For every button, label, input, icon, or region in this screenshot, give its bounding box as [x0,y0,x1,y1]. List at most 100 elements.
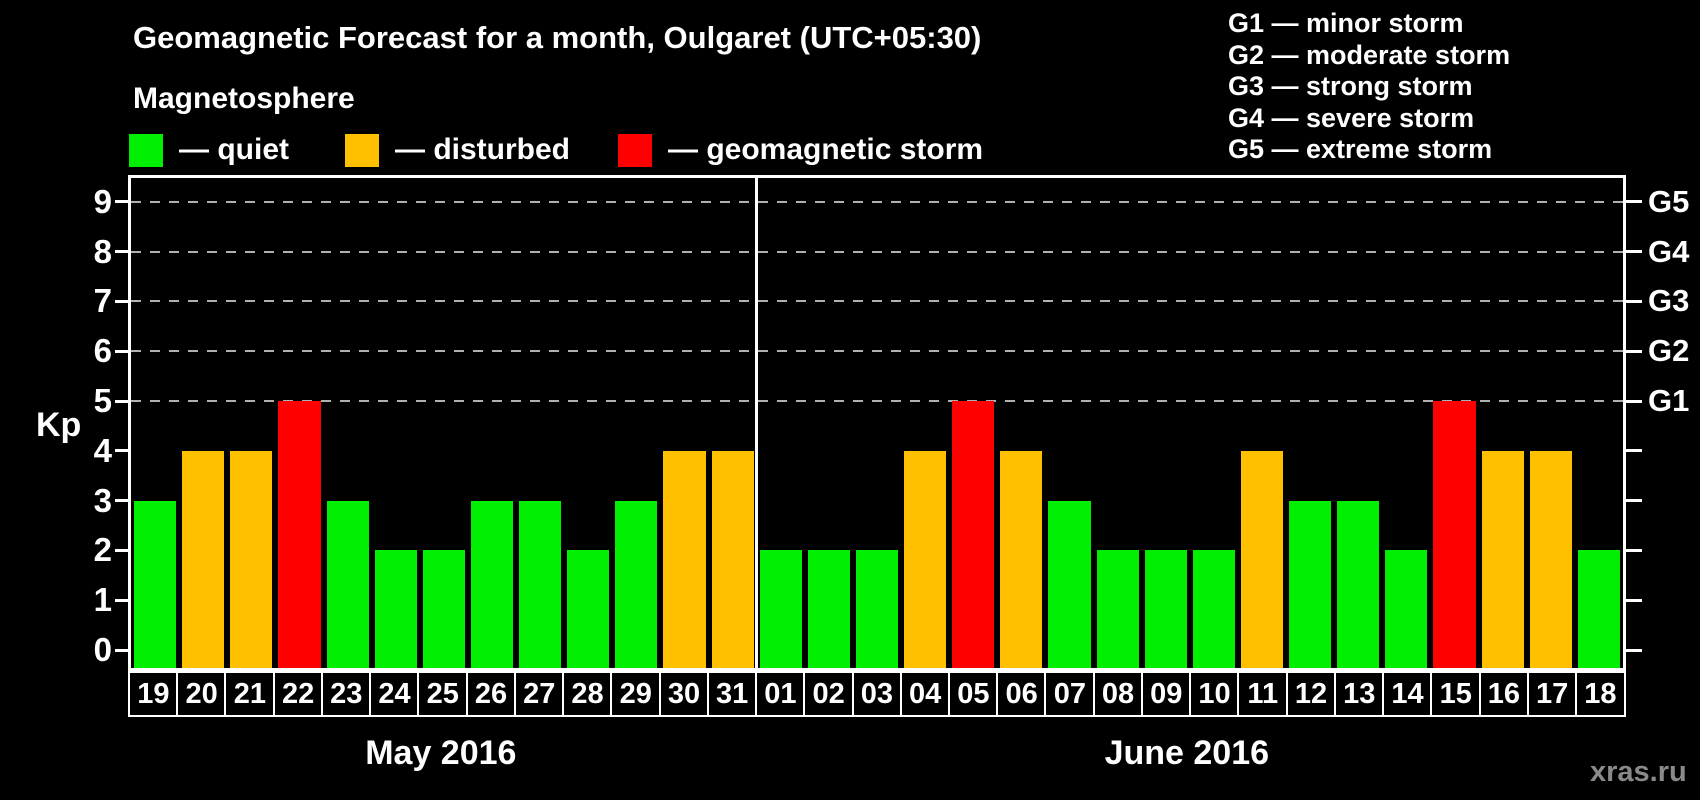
kp-bar-17 [1529,450,1572,668]
date-axis-row: 19 20 21 22 23 24 25 26 27 28 29 30 31 01 02 03 04 05 06 07… [128,671,1626,717]
kp-bar-02 [807,550,850,668]
right-tick-kp7 [1626,299,1642,303]
storm-scale-g3: G3 — strong storm [1228,71,1473,101]
date-cell-03: 03 [851,671,903,717]
right-tick-kp0 [1626,648,1642,652]
left-tick-kp0 [115,648,131,652]
kp-bar-22 [278,401,321,668]
y-axis-tick-label-2: 2 [93,531,112,569]
left-tick-kp4 [115,449,131,453]
page-title: Geomagnetic Forecast for a month, Oulgar… [133,20,982,55]
gridline-kp6 [131,350,1623,353]
kp-bar-29 [615,500,658,668]
date-cell-07: 07 [1044,671,1096,717]
kp-bar-20 [182,450,225,668]
legend-item-quiet: — quiet [129,133,289,167]
right-tick-kp6 [1626,349,1642,353]
month-divider [755,178,759,668]
date-cell-25: 25 [417,671,469,717]
right-axis-label-g2: G2 [1648,333,1690,369]
kp-bar-09 [1144,550,1187,668]
kp-bar-18 [1577,550,1620,668]
legend-item-disturbed: — disturbed [345,133,570,167]
right-tick-kp5 [1626,399,1642,403]
kp-bar-25 [422,550,465,668]
right-axis-label-g5: G5 [1648,183,1690,219]
date-cell-08: 08 [1092,671,1144,717]
kp-bar-30 [663,450,706,668]
disturbed-color-swatch-icon [345,133,379,167]
plot-area [128,175,1626,671]
kp-bar-21 [230,450,273,668]
date-cell-12: 12 [1285,671,1337,717]
left-tick-kp8 [115,250,131,254]
magnetosphere-heading: Magnetosphere [133,82,355,115]
y-axis-tick-label-9: 9 [93,182,112,220]
left-tick-kp3 [115,499,131,503]
kp-bar-10 [1192,550,1235,668]
kp-bar-23 [326,500,369,668]
date-cell-21: 21 [224,671,276,717]
kp-bar-11 [1240,450,1284,668]
date-cell-11: 11 [1237,671,1289,717]
kp-bar-07 [1048,500,1091,668]
left-tick-kp2 [115,548,131,552]
date-cell-22: 22 [272,671,324,717]
left-tick-kp5 [115,399,131,403]
kp-bar-08 [1096,550,1139,668]
month-label-june: June 2016 [1104,734,1270,772]
kp-bar-04 [904,450,947,668]
left-tick-kp1 [115,598,131,602]
date-cell-24: 24 [369,671,420,717]
date-cell-26: 26 [465,671,517,717]
left-tick-kp6 [115,349,131,353]
month-label-may: May 2016 [365,734,517,772]
kp-bar-28 [567,550,610,668]
date-cell-28: 28 [562,671,613,717]
quiet-color-swatch-icon [129,133,163,167]
date-cell-27: 27 [513,671,565,717]
y-axis-tick-label-6: 6 [93,332,112,370]
date-cell-19: 19 [128,671,179,717]
kp-bar-15 [1433,401,1476,668]
date-cell-29: 29 [610,671,662,717]
left-tick-kp9 [115,200,131,204]
y-axis-tick-label-8: 8 [93,232,112,270]
y-axis-tick-label-1: 1 [93,581,112,619]
date-cell-02: 02 [803,671,855,717]
y-axis-tick-label-7: 7 [93,282,112,320]
legend-item-storm: — geomagnetic storm [618,133,983,167]
left-tick-kp7 [115,299,131,303]
date-cell-18: 18 [1575,671,1626,717]
date-cell-05: 05 [947,671,999,717]
date-cell-06: 06 [996,671,1047,717]
storm-scale-g4: G4 — severe storm [1228,102,1475,133]
kp-bar-16 [1481,450,1524,668]
date-cell-13: 13 [1333,671,1385,717]
watermark: xras.ru [1590,756,1687,788]
right-tick-kp3 [1626,499,1642,503]
storm-color-swatch-icon [618,133,652,167]
gridline-kp8 [131,250,1623,253]
date-cell-04: 04 [899,671,951,717]
kp-bar-03 [855,550,899,668]
date-cell-01: 01 [755,671,806,717]
y-axis-label: Kp [36,406,82,444]
storm-scale-g2: G2 — moderate storm [1228,39,1511,70]
date-cell-10: 10 [1189,671,1240,717]
date-cell-31: 31 [706,671,758,717]
date-cell-14: 14 [1382,671,1433,717]
date-cell-23: 23 [320,671,372,717]
gridline-kp7 [131,300,1623,303]
kp-bar-13 [1337,500,1380,668]
kp-bar-19 [134,500,177,668]
legend-label-disturbed: — disturbed [395,133,571,166]
kp-bar-05 [952,401,995,668]
legend-label-storm: — geomagnetic storm [668,133,984,166]
y-axis-tick-label-3: 3 [93,481,112,519]
kp-bar-12 [1289,500,1332,668]
date-cell-09: 09 [1140,671,1192,717]
storm-scale-g1: G1 — minor storm [1228,8,1464,38]
kp-bar-01 [759,550,802,668]
legend-label-quiet: — quiet [179,133,289,166]
